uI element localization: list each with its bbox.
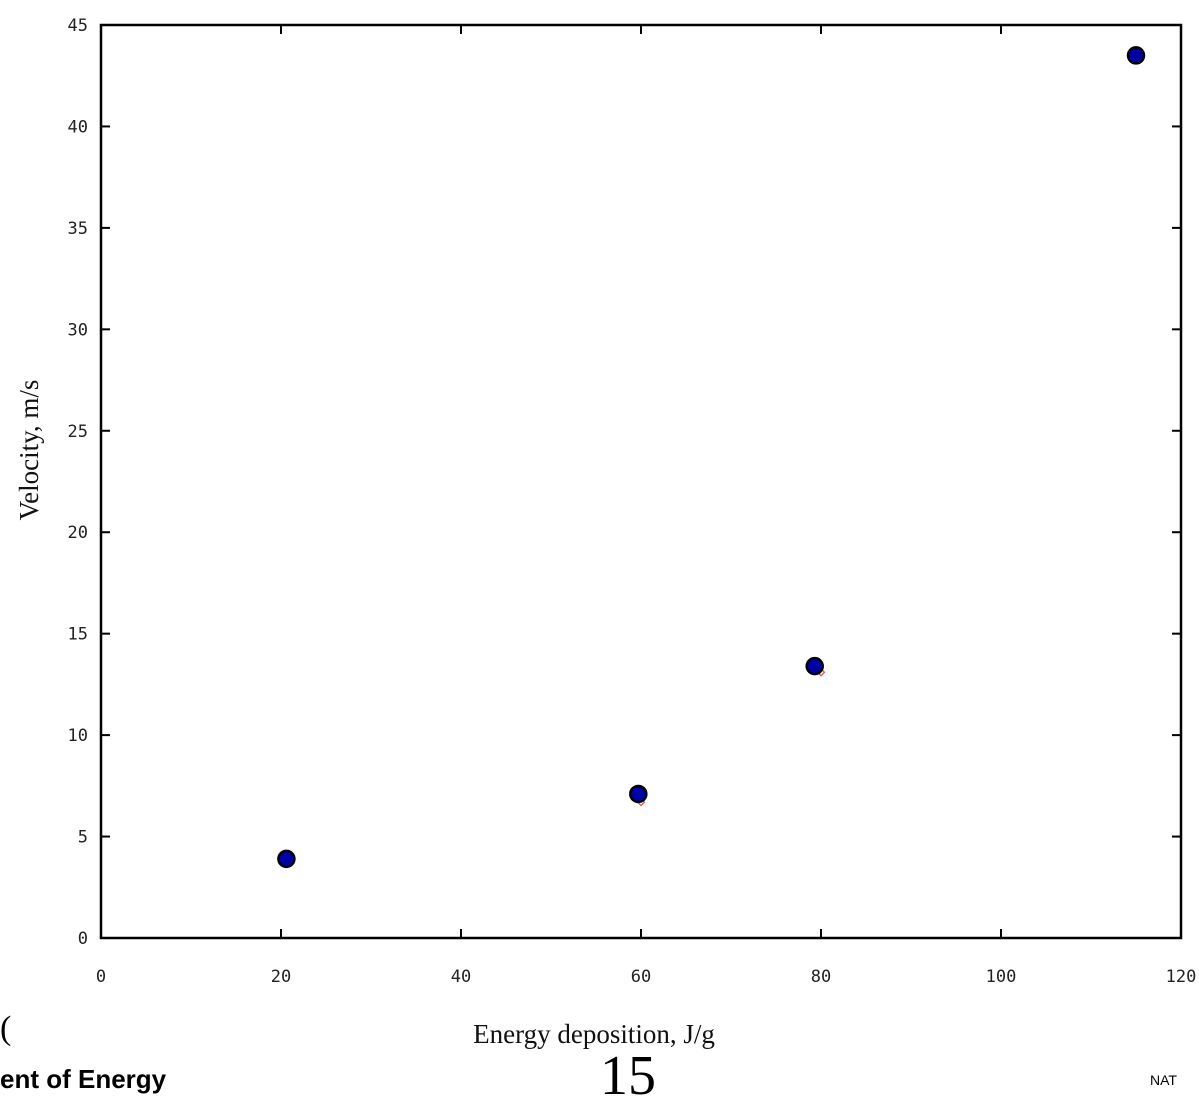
y-tick-label: 45 bbox=[68, 16, 88, 36]
y-axis-title: Velocity, m/s bbox=[14, 380, 44, 521]
x-tick-label: 100 bbox=[986, 967, 1017, 987]
x-axis-title: Energy deposition, J/g bbox=[473, 1019, 715, 1049]
data-point-circle bbox=[277, 849, 296, 869]
data-points bbox=[277, 46, 1146, 869]
x-tick-label: 120 bbox=[1166, 967, 1197, 987]
x-tick-label: 20 bbox=[271, 967, 291, 987]
page-number: 15 bbox=[600, 1045, 656, 1107]
data-point-circle bbox=[1126, 46, 1146, 65]
y-tick-label: 15 bbox=[68, 625, 88, 645]
footer-fragment: ( bbox=[0, 1010, 12, 1047]
y-tick-label: 25 bbox=[68, 422, 88, 442]
x-tick-label: 40 bbox=[451, 967, 471, 987]
y-tick-label: 10 bbox=[68, 726, 88, 746]
data-point-circle bbox=[629, 784, 648, 804]
y-tick-label: 20 bbox=[68, 523, 88, 543]
y-tick-label: 35 bbox=[68, 219, 88, 239]
footer-organization-text: ent of Energy bbox=[0, 1064, 167, 1094]
y-tick-label: 40 bbox=[68, 117, 88, 137]
x-tick-label: 60 bbox=[631, 967, 651, 987]
y-tick-label: 5 bbox=[78, 828, 88, 848]
x-tick-label: 0 bbox=[96, 967, 106, 987]
axis-tick-labels: 0 20 40 60 80 100 120 0 5 10 15 20 25 30 35 40 45 bbox=[68, 16, 1197, 987]
data-point-circle bbox=[805, 656, 824, 676]
y-tick-label: 30 bbox=[68, 320, 88, 340]
axis-ticks bbox=[100, 24, 1182, 939]
footer-right-text: NAT bbox=[1150, 1072, 1177, 1088]
x-tick-label: 80 bbox=[811, 967, 831, 987]
y-tick-label: 0 bbox=[78, 929, 88, 949]
